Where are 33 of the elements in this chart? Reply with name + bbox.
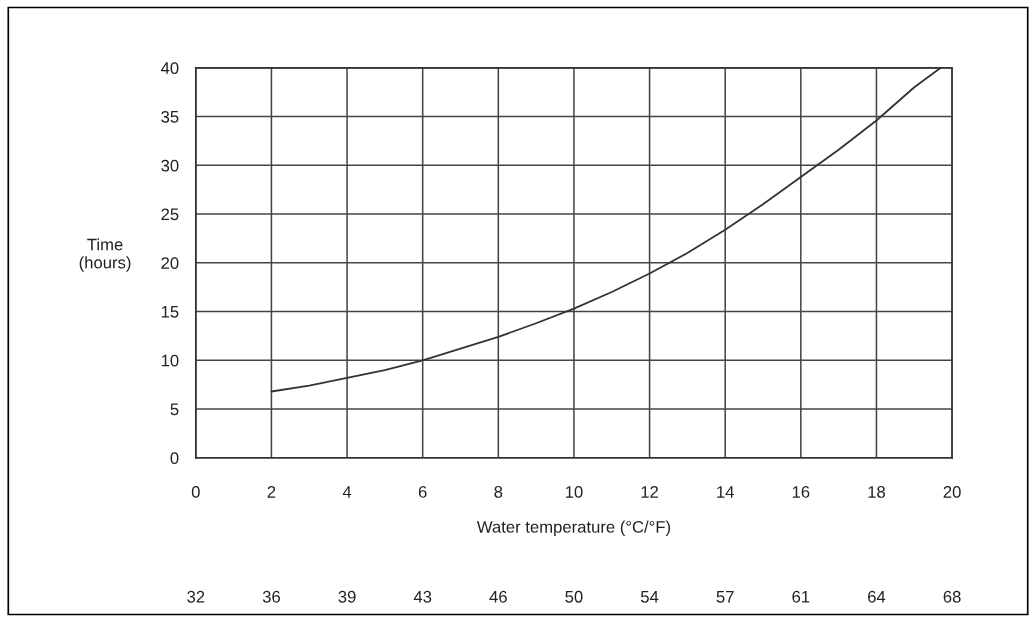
x-tick-label: 8	[494, 486, 503, 498]
y-tick-label: 15	[161, 306, 179, 318]
x-tick-label: 20	[943, 486, 961, 498]
x-tick-label: 10	[565, 486, 583, 498]
x2-tick-label: 54	[640, 591, 659, 603]
x-tick-label: 18	[868, 486, 885, 498]
x2-tick-label: 36	[262, 590, 280, 603]
x-tick-label: 4	[342, 486, 352, 498]
x2-tick-label: 57	[716, 591, 734, 603]
y-tick-label: 0	[170, 452, 179, 464]
x2-tick-label: 32	[187, 590, 205, 603]
y-tick-label: 40	[160, 62, 179, 74]
x-tick-label: 12	[641, 486, 659, 498]
x2-tick-label: 50	[565, 590, 583, 603]
x2-tick-label: 68	[943, 590, 961, 603]
x-axis-title: Water temperature (°C/°F)	[476, 520, 671, 537]
x-tick-label: 16	[792, 486, 810, 498]
y-tick-label: 25	[161, 208, 179, 221]
x-tick-label: 14	[717, 486, 734, 498]
x2-tick-label: 46	[489, 590, 507, 603]
x-tick-label: 0	[191, 486, 200, 498]
y-tick-label: 30	[161, 159, 179, 172]
y-tick-label: 5	[170, 403, 179, 416]
y-axis-title: Time (hours)	[79, 238, 131, 272]
x2-tick-label: 39	[338, 590, 356, 603]
y-tick-label: 35	[161, 110, 179, 123]
x-tick-label: 6	[418, 486, 427, 498]
x2-tick-label: 43	[413, 590, 432, 603]
y-tick-label: 20	[161, 257, 179, 269]
x2-tick-label: 64	[868, 590, 886, 603]
y-tick-label: 10	[161, 354, 179, 367]
x2-tick-label: 61	[792, 590, 810, 603]
x-tick-label: 2	[267, 486, 276, 498]
